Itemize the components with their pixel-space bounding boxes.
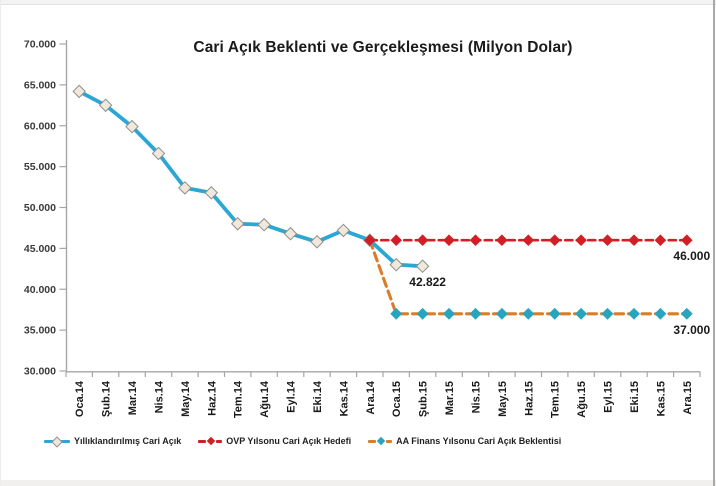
svg-text:55.000: 55.000 <box>24 161 56 173</box>
svg-text:Eki.15: Eki.15 <box>629 381 641 413</box>
data-label-last-actual: 42.822 <box>409 275 446 290</box>
svg-text:Oca.14: Oca.14 <box>74 380 86 417</box>
svg-text:Ara.15: Ara.15 <box>682 381 694 415</box>
svg-text:Tem.15: Tem.15 <box>550 381 562 418</box>
svg-text:Oca.15: Oca.15 <box>391 381 403 417</box>
data-label-ovp-target: 46.000 <box>673 249 711 264</box>
legend-item-ovp-target: OVP Yılsonu Cari Açık Hedefi <box>198 436 351 446</box>
svg-text:Şub.15: Şub.15 <box>418 381 430 417</box>
svg-text:Nis.14: Nis.14 <box>154 380 166 413</box>
svg-text:40.000: 40.000 <box>24 284 56 296</box>
legend-label: OVP Yılsonu Cari Açık Hedefi <box>226 436 352 446</box>
svg-text:Eyl.15: Eyl.15 <box>603 381 615 413</box>
screenshot-top-border <box>0 0 716 5</box>
screenshot-left-border <box>0 0 1 486</box>
chart-legend: Yıllıklandırılmış Cari Açık OVP Yılsonu … <box>44 432 561 450</box>
svg-text:50.000: 50.000 <box>24 202 56 214</box>
svg-text:Şub.14: Şub.14 <box>101 380 113 417</box>
blue-line-marker-icon <box>44 435 70 448</box>
red-dashed-marker-icon <box>198 436 223 446</box>
screenshot-bottom-border <box>0 480 716 486</box>
svg-text:35.000: 35.000 <box>24 325 56 337</box>
svg-text:65.000: 65.000 <box>24 79 56 91</box>
svg-text:60.000: 60.000 <box>24 120 56 132</box>
svg-text:Mar.15: Mar.15 <box>444 381 456 415</box>
svg-text:Eyl.14: Eyl.14 <box>286 380 298 413</box>
legend-label: AA Finans Yılsonu Cari Açık Beklentisi <box>396 436 562 446</box>
orange-dashed-teal-marker-icon <box>368 436 393 446</box>
svg-text:Nis.15: Nis.15 <box>471 381 483 413</box>
data-label-aa-finans-expectation: 37.000 <box>673 322 711 337</box>
screenshot-right-border <box>713 0 715 486</box>
svg-text:May.14: May.14 <box>180 380 192 417</box>
svg-text:Mar.14: Mar.14 <box>127 380 139 415</box>
svg-text:May.15: May.15 <box>497 381 509 417</box>
legend-label: Yıllıklandırılmış Cari Açık <box>74 436 182 446</box>
svg-text:Ara.14: Ara.14 <box>365 380 377 415</box>
svg-text:Kas.14: Kas.14 <box>338 380 350 416</box>
svg-text:Tem.14: Tem.14 <box>233 380 245 418</box>
svg-text:Ağu.15: Ağu.15 <box>576 381 588 418</box>
legend-item-annualized-deficit: Yıllıklandırılmış Cari Açık <box>44 435 182 448</box>
svg-text:Ağu.14: Ağu.14 <box>259 380 271 418</box>
svg-text:45.000: 45.000 <box>24 243 56 255</box>
chart-title: Cari Açık Beklenti ve Gerçekleşmesi (Mil… <box>193 39 573 56</box>
legend-item-aa-finans-expectation: AA Finans Yılsonu Cari Açık Beklentisi <box>368 436 561 446</box>
svg-text:Haz.15: Haz.15 <box>523 381 535 416</box>
svg-text:Eki.14: Eki.14 <box>312 380 324 413</box>
svg-text:70.000: 70.000 <box>24 39 56 51</box>
svg-text:Kas.15: Kas.15 <box>655 381 667 416</box>
svg-text:30.000: 30.000 <box>24 366 56 378</box>
svg-text:Haz.14: Haz.14 <box>206 380 218 416</box>
